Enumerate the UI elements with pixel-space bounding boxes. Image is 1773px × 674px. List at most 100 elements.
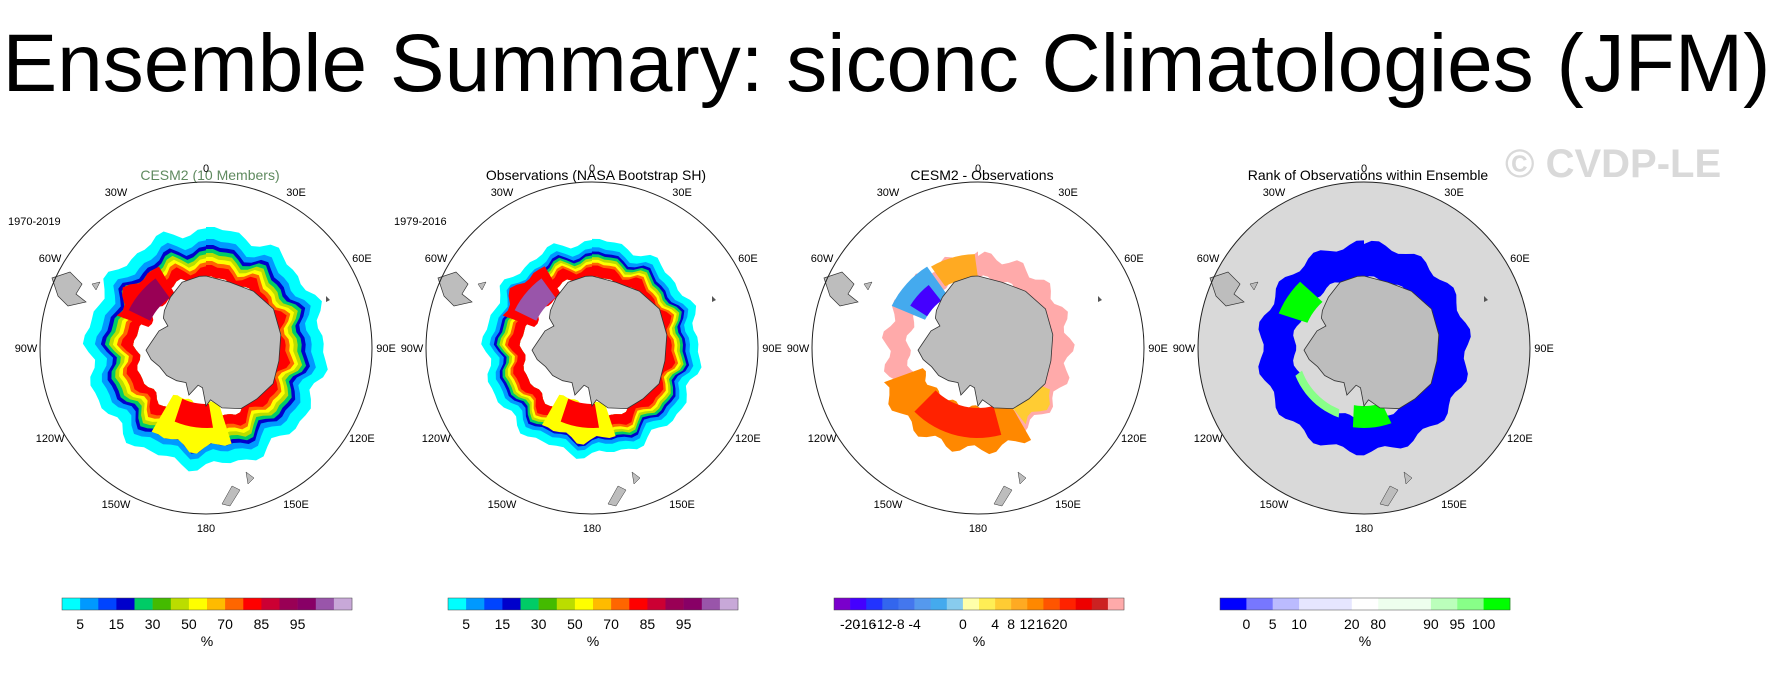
longitude-label: 60E [1124, 253, 1144, 265]
colorbar-tick-label: 100 [1472, 616, 1496, 632]
longitude-label: 0 [589, 163, 595, 175]
colorbar-tick-label: 5 [76, 616, 84, 632]
colorbar-tick-label: 12 [1020, 616, 1036, 632]
colorbar-swatch [866, 598, 883, 610]
south-america-landmass [437, 271, 473, 307]
colorbar-swatch [882, 598, 899, 610]
colorbar-swatch [979, 598, 996, 610]
new-zealand-south-island [607, 485, 627, 507]
kerguelen-island [1484, 296, 1488, 302]
map-boundary-circle [1197, 181, 1531, 515]
longitude-label: 90W [787, 343, 810, 355]
colorbar-swatch [1043, 598, 1060, 610]
colorbar-swatch [520, 598, 539, 610]
colorbar-swatch [116, 598, 135, 610]
colorbar-frame [447, 597, 739, 611]
new-zealand-south-island [993, 485, 1013, 507]
kerguelen-island [1098, 296, 1102, 302]
east-difference [1012, 381, 1050, 425]
new-zealand-south-island [221, 485, 241, 507]
colorbar-swatch [1325, 598, 1353, 610]
colorbar-tick-label: 0 [1243, 616, 1251, 632]
falkland-islands [863, 281, 873, 291]
longitude-label: 60E [352, 253, 372, 265]
colorbar-swatch [898, 598, 915, 610]
colorbar-swatch [647, 598, 666, 610]
longitude-label: 150E [1441, 499, 1467, 511]
panel-title: CESM2 - Observations [910, 167, 1054, 183]
south-america-landmass [1209, 271, 1245, 307]
colorbar-swatch [80, 598, 99, 610]
figure-title: Ensemble Summary: siconc Climatologies (… [2, 18, 1771, 109]
colorbar-swatch [466, 598, 485, 610]
new-zealand-north-island [245, 471, 255, 485]
colorbar-swatch [1404, 598, 1432, 610]
colorbar-tick-label: -12 [872, 616, 892, 632]
longitude-label: 180 [969, 523, 987, 535]
colorbar-tick-label: 70 [217, 616, 233, 632]
colorbar-tick-label: -16 [856, 616, 876, 632]
longitude-label: 30W [1263, 187, 1286, 199]
longitude-label: 90E [1148, 343, 1168, 355]
colorbar-swatch [1272, 598, 1300, 610]
west-rank-high [1295, 370, 1340, 418]
colorbar: 5 15 30 50 70 85 95% [61, 597, 353, 649]
longitude-label: 150W [874, 499, 903, 511]
weddell-sea-core [128, 278, 170, 321]
colorbar-tick-label: 20 [1344, 616, 1360, 632]
colorbar-tick-label: -20 [840, 616, 860, 632]
new-zealand-north-island [631, 471, 641, 485]
kerguelen-island [326, 296, 330, 302]
colorbar-swatch [962, 598, 980, 610]
longitude-label: 60W [425, 253, 448, 265]
longitude-label: 150W [102, 499, 131, 511]
colorbar-unit: % [201, 633, 213, 649]
colorbar-swatch [946, 598, 964, 610]
map-boundary-circle [425, 181, 759, 515]
colorbar-swatch [134, 598, 153, 610]
colorbar-swatch [701, 598, 721, 610]
longitude-label: 150E [669, 499, 695, 511]
colorbar-swatch [1430, 598, 1458, 610]
colorbar-swatch [914, 598, 931, 610]
polar-map: 0 30E 60E 90E 120E 150E 180 150W 120W 90W 60W 30W [1173, 163, 1554, 535]
colorbar: 5 15 30 50 70 85 95% [447, 597, 739, 649]
antarctica-landmass [531, 275, 668, 410]
colorbar-swatch [1378, 598, 1405, 610]
colorbar-tick-label: 95 [290, 616, 306, 632]
colorbar-swatch [502, 598, 521, 610]
colorbar-tick-label: 95 [1450, 616, 1466, 632]
panel-difference: CESM2 - Observations 0 30E 60E 90E 120E 150E 1… [772, 160, 1192, 660]
colorbar-swatch [1220, 598, 1247, 610]
colorbar-swatch [152, 598, 171, 610]
longitude-label: 150W [1260, 499, 1289, 511]
longitude-label: 120E [1507, 433, 1533, 445]
panel-title: CESM2 (10 Members) [140, 167, 280, 183]
longitude-label: 60W [39, 253, 62, 265]
colorbar-swatch [1246, 598, 1274, 610]
longitude-label: 30E [1058, 187, 1078, 199]
colorbar-swatch [611, 598, 630, 610]
falkland-islands [1249, 281, 1259, 291]
longitude-label: 120W [36, 433, 65, 445]
colorbar-frame [61, 597, 353, 611]
colorbar-swatch [593, 598, 612, 610]
longitude-label: 60W [1197, 253, 1220, 265]
longitude-label: 30W [491, 187, 514, 199]
longitude-label: 60E [1510, 253, 1530, 265]
colorbar-swatch [297, 598, 316, 610]
longitude-label: 90E [376, 343, 396, 355]
colorbar-swatch [98, 598, 117, 610]
colorbar-swatch [279, 598, 298, 610]
new-zealand-south-island [1379, 485, 1399, 507]
colorbar-swatch [1027, 598, 1044, 610]
map-boundary-circle [811, 181, 1145, 515]
longitude-label: 30W [877, 187, 900, 199]
weddell-sea-core [514, 278, 556, 321]
colorbar-tick-label: 5 [1269, 616, 1277, 632]
ross-sea-core [174, 398, 213, 428]
colorbar-tick-label: 85 [640, 616, 656, 632]
colorbar-tick-label: 0 [959, 616, 967, 632]
south-america-landmass [823, 271, 859, 307]
longitude-label: 30E [1444, 187, 1464, 199]
